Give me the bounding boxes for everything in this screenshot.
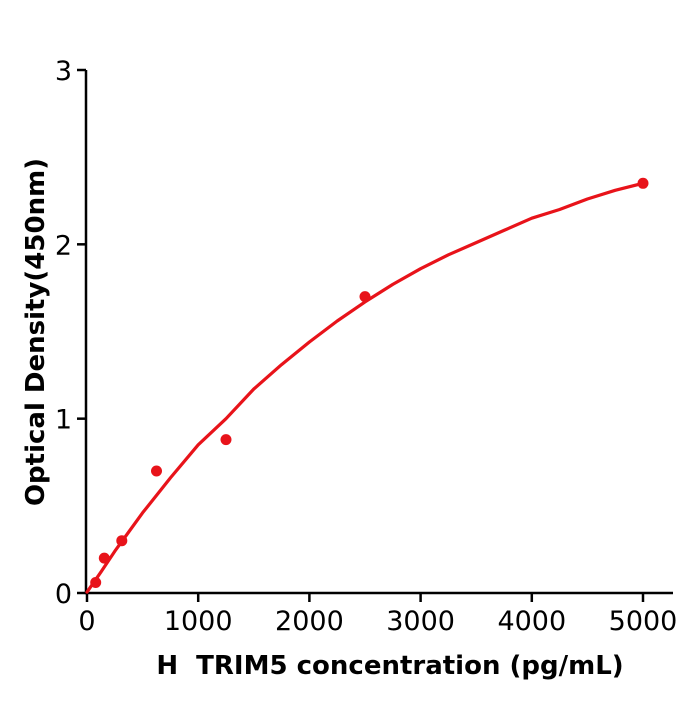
x-tick-label: 2000 (275, 606, 344, 637)
x-axis-label: H TRIM5 concentration (pg/mL) (156, 651, 623, 681)
axis-ticks (77, 68, 645, 602)
data-point (98, 552, 110, 564)
y-tick-label: 0 (55, 579, 72, 610)
y-axis-label: Optical Density(450nm) (21, 158, 51, 506)
x-tick-label: 3000 (386, 606, 455, 637)
data-point (359, 291, 371, 303)
data-points-layer (90, 177, 649, 588)
data-point (151, 465, 162, 477)
standard-curve-line (85, 181, 645, 594)
y-tick-label: 2 (55, 230, 72, 261)
y-tick-label: 3 (55, 56, 72, 87)
x-tick-label: 0 (78, 606, 95, 637)
axis-tick-labels: 0 1000 2000 3000 4000 5000 0 1 2 3 (55, 56, 678, 637)
data-point (116, 535, 128, 547)
x-tick-label: 4000 (497, 606, 566, 637)
fitted-curve-layer (85, 181, 645, 594)
data-point (637, 177, 649, 189)
x-tick-label: 5000 (609, 606, 678, 637)
x-tick-label: 1000 (164, 606, 233, 637)
data-point (90, 577, 102, 588)
y-tick-label: 1 (55, 405, 72, 436)
data-point (220, 434, 232, 446)
axes (84, 70, 673, 595)
